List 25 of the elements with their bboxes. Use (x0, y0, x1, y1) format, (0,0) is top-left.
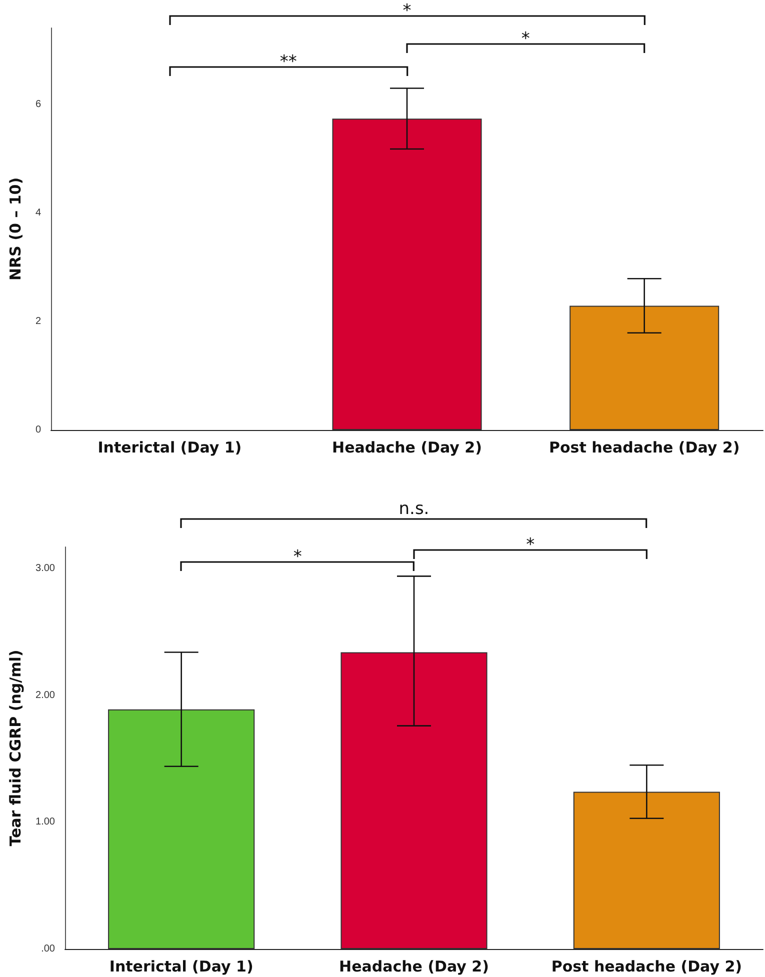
x-tick-label: Headache (Day 2) (332, 438, 482, 456)
text: n.s. (398, 499, 430, 519)
y-tick-label: 0 (35, 424, 42, 436)
y-tick-label: 1.00 (36, 816, 56, 828)
x-tick-label: Post headache (Day 2) (548, 438, 740, 456)
bar (340, 652, 488, 949)
text: * (402, 1, 412, 21)
y-axis-title: Tear fluid CGRP (ng/ml) (6, 650, 24, 846)
y-tick-label: .00 (41, 944, 56, 954)
bar (108, 709, 255, 949)
annotation: ** (280, 52, 297, 72)
y-tick-label: 2.00 (36, 690, 56, 701)
y-tick-label: 4 (35, 207, 42, 218)
annotation: * (526, 535, 535, 555)
annotation: * (293, 547, 302, 567)
x-tick-label: Post headache (Day 2) (551, 958, 742, 976)
x-tick-label: Headache (Day 2) (339, 958, 489, 976)
x-tick-label: Interictal (Day 1) (109, 958, 254, 976)
y-tick-label: 3.00 (36, 563, 56, 574)
y-axis-title: NRS (0 – 10) (6, 177, 24, 281)
x-tick-label: Interictal (Day 1) (98, 438, 242, 456)
annotation: * (521, 29, 530, 49)
y-tick-label: 2 (35, 316, 42, 327)
y-tick-label: 6 (35, 98, 42, 110)
bar (573, 792, 720, 949)
